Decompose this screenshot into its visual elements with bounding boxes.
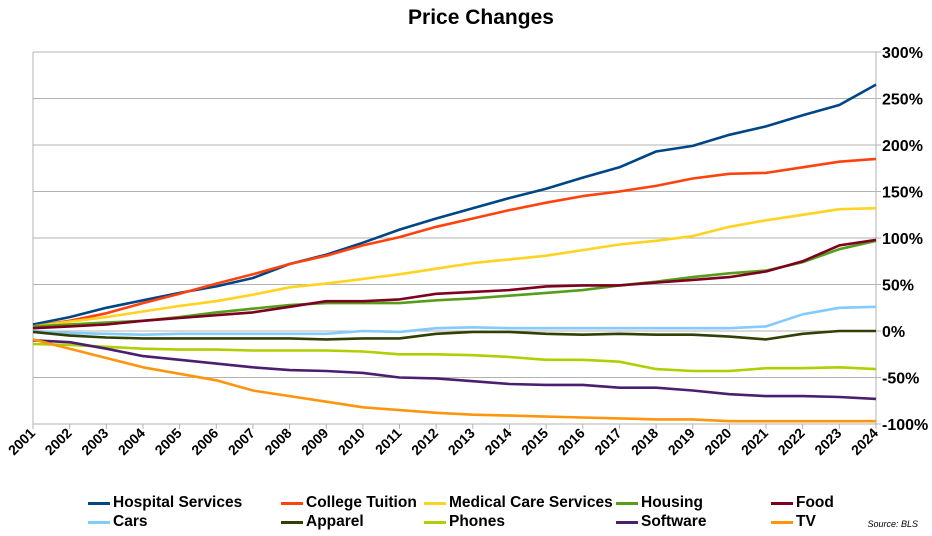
legend-item-software: Software [616,513,706,531]
series-line-software [32,339,877,401]
legend-label: Medical Care Services [449,494,613,511]
source-note: Source: BLS [867,519,918,529]
legend-swatch [424,520,446,524]
legend-item-cars: Cars [88,513,147,531]
gridlines [33,51,881,425]
x-tick-label: 2001 [5,425,38,458]
y-tick-label: 150% [882,185,923,202]
y-tick-label: 0% [882,324,905,341]
legend-item-tv: TV [771,513,816,531]
x-tick-label: 2013 [445,425,478,458]
legend-item-apparel: Apparel [281,513,364,531]
legend-item-hospital-services: Hospital Services [88,494,242,512]
legend-label: Software [641,513,707,530]
legend-label: Food [796,494,834,511]
legend-swatch [281,520,303,524]
y-tick-label: 50% [882,278,914,295]
legend-label: Cars [113,513,148,530]
legend-swatch [771,501,793,505]
x-tick-label: 2008 [261,425,294,458]
x-tick-label: 2023 [811,425,844,458]
legend-label: Housing [641,494,703,511]
x-tick-label: 2022 [774,425,807,458]
legend-label: Hospital Services [113,494,243,511]
x-tick-label: 2016 [555,425,588,458]
legend-label: TV [796,513,816,530]
x-tick-label: 2009 [298,425,331,458]
axes [32,52,877,429]
legend-item-medical-care-services: Medical Care Services [424,494,613,512]
legend-swatch [88,501,110,505]
y-tick-label: -50% [882,371,919,388]
legend-swatch [771,520,793,524]
legend-label: Phones [449,513,505,530]
legend-item-college-tuition: College Tuition [281,494,417,512]
x-tick-labels: 2001 2002 2003 2004 2005 2006 2007 2008 2009 2010… [5,425,881,458]
y-tick-label: 100% [882,231,923,248]
x-tick-label: 2010 [335,425,368,458]
series-line-food [32,238,877,330]
legend-swatch [424,501,446,505]
legend-item-housing: Housing [616,494,703,512]
x-tick-label: 2017 [591,425,624,458]
x-tick-label: 2004 [115,425,148,458]
series-line-cars [32,305,877,337]
series-line-housing [32,239,877,328]
x-tick-label: 2014 [481,425,514,458]
y-tick-label: -100% [882,417,928,434]
x-tick-label: 2006 [188,425,221,458]
x-tick-label: 2003 [78,425,111,458]
series-line-apparel [32,329,876,341]
chart-title: Price Changes [408,6,554,29]
x-tick-label: 2020 [701,425,734,458]
x-tick-label: 2005 [151,425,184,458]
series-lines [32,83,877,423]
series-line-college-tuition [32,157,877,328]
x-tick-label: 2019 [665,425,698,458]
legend-item-phones: Phones [424,513,505,531]
x-tick-label: 2024 [848,425,881,458]
series-line-hospital-services [32,83,877,326]
legend-swatch [616,501,638,505]
legend-item-food: Food [771,494,834,512]
legend-label: Apparel [306,513,364,530]
x-tick-label: 2015 [518,425,551,458]
legend-swatch [88,520,110,524]
x-tick-label: 2012 [408,425,441,458]
legend-swatch [281,501,303,505]
y-tick-label: 200% [882,138,923,155]
x-tick-label: 2018 [628,425,661,458]
x-tick-label: 2002 [41,425,74,458]
x-tick-label: 2011 [372,425,405,458]
x-tick-label: 2021 [738,425,771,458]
legend-label: College Tuition [306,494,417,511]
series-line-phones [32,342,877,373]
x-tick-label: 2007 [225,425,258,458]
y-tick-label: 250% [882,92,923,109]
series-line-tv [32,338,876,423]
legend-swatch [616,520,638,524]
y-tick-label: 300% [882,45,923,62]
y-tick-labels: 300% 250% 200% 150% 100% 50% 0% -50% -100% [882,45,928,434]
series-line-medical-care-services [32,206,877,328]
